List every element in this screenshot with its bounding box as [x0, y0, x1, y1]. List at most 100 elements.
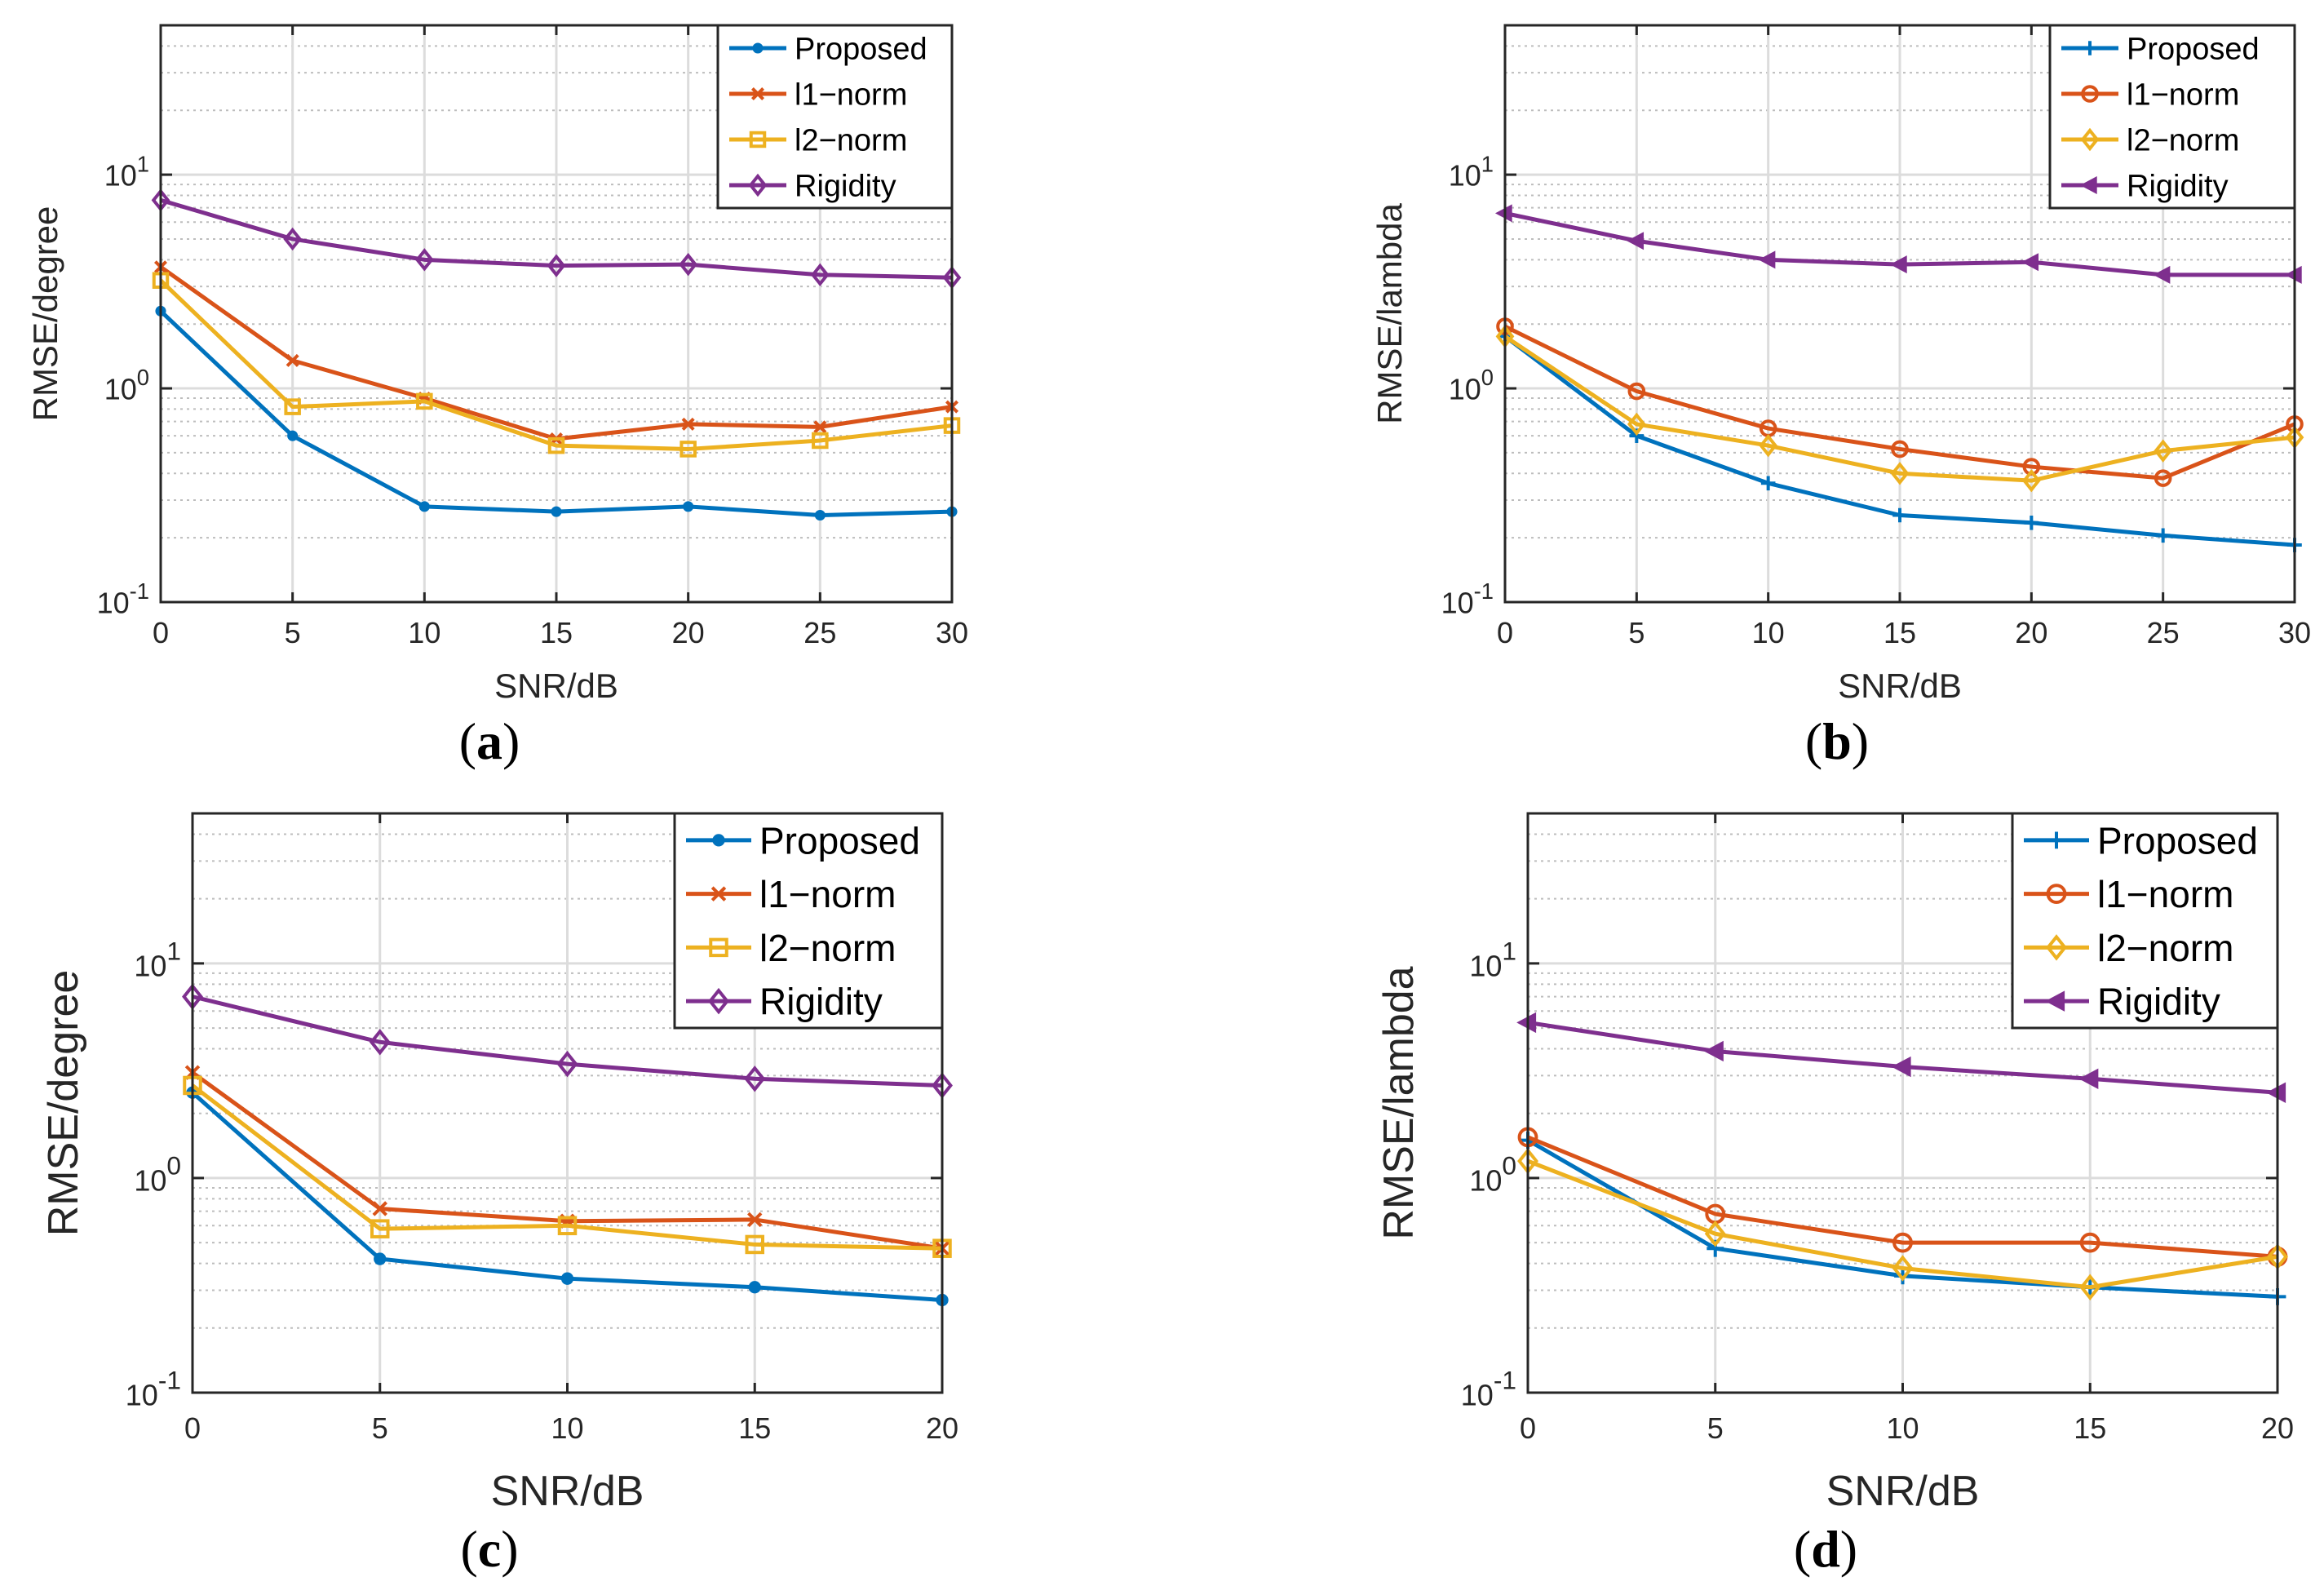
x-axis-label: SNR/dB — [1838, 667, 1962, 705]
y-tick-label: 101 — [134, 936, 181, 982]
legend-label: Rigidity — [759, 981, 883, 1023]
data-point — [1892, 1255, 1914, 1282]
legend-marker — [2083, 41, 2097, 55]
x-axis-label: SNR/dB — [1826, 1468, 1980, 1515]
legend-box — [2011, 812, 2279, 1030]
panel-caption: (c) — [460, 1520, 518, 1578]
legend-label: Rigidity — [2127, 170, 2229, 204]
data-point — [287, 430, 299, 441]
x-tick-label: 0 — [184, 1411, 201, 1445]
legend-label: l2−norm — [2127, 124, 2239, 158]
legend-marker — [2080, 127, 2100, 152]
legend-label: Proposed — [2127, 33, 2260, 67]
data-point — [1627, 232, 1645, 250]
data-point — [557, 1216, 578, 1236]
series-line — [192, 995, 943, 1088]
legend-marker — [752, 42, 764, 54]
x-tick-label: 5 — [372, 1411, 388, 1445]
legend-label: l1−norm — [795, 78, 907, 113]
legend-marker — [2079, 175, 2097, 195]
series-line — [191, 1083, 943, 1251]
data-point — [1889, 255, 1907, 274]
data-point — [1891, 440, 1909, 459]
data-point — [286, 353, 299, 367]
data-point — [547, 436, 565, 454]
legend-box — [2048, 24, 2296, 210]
data-point — [679, 441, 697, 458]
legend-marker — [2047, 831, 2065, 849]
data-point — [556, 1050, 578, 1078]
legend-marker — [708, 987, 729, 1015]
legend-marker — [710, 886, 727, 902]
x-tick-label: 30 — [936, 616, 968, 649]
data-point — [2021, 253, 2039, 272]
legend-label: Proposed — [759, 819, 920, 862]
data-point — [810, 263, 830, 287]
legend-label: Proposed — [2097, 819, 2258, 862]
legend-marker — [749, 131, 767, 148]
x-tick-label: 15 — [1884, 616, 1916, 649]
data-point — [2153, 265, 2171, 284]
x-tick-label: 20 — [2015, 616, 2047, 649]
data-point — [2079, 1274, 2101, 1300]
x-tick-label: 10 — [408, 616, 440, 649]
data-point — [2021, 468, 2041, 493]
data-point — [2078, 1068, 2099, 1090]
data-point — [1892, 507, 1907, 523]
series-line — [160, 197, 953, 280]
data-point — [683, 501, 694, 512]
data-point — [560, 1272, 574, 1285]
legend-marker — [709, 937, 728, 958]
legend: Proposed l1−norm l2−norm Rigidity — [673, 812, 944, 1030]
y-axis-label: RMSE/degree — [26, 206, 64, 422]
x-tick-label: 0 — [1497, 616, 1513, 649]
x-tick-label: 15 — [540, 616, 573, 649]
data-point — [681, 417, 695, 431]
legend: Proposed l1−norm l2−norm Rigidity — [716, 24, 954, 210]
y-tick-label: 10-1 — [126, 1366, 181, 1412]
legend-marker — [2081, 85, 2099, 103]
x-tick-label: 5 — [1628, 616, 1645, 649]
data-point — [284, 398, 301, 415]
panel-caption: (d) — [1794, 1520, 1857, 1578]
data-point — [2154, 439, 2173, 463]
y-tick-label: 100 — [1449, 365, 1494, 405]
legend: Proposed l1−norm l2−norm Rigidity — [2048, 24, 2296, 210]
x-axis-label: SNR/dB — [494, 667, 618, 705]
y-tick-label: 10-1 — [1461, 1366, 1516, 1412]
x-tick-label: 15 — [738, 1411, 771, 1445]
x-tick-label: 5 — [1707, 1411, 1724, 1445]
x-tick-label: 0 — [153, 616, 169, 649]
chart-panel: 0 5 10 15 20 10-1 100 101 SNR/dB RMSE/degree Propo… — [40, 812, 958, 1578]
legend-label: l1−norm — [2097, 873, 2233, 915]
data-point — [372, 1201, 387, 1216]
chart-panel: 0 5 10 15 20 10-1 100 101 SNR/dB RMSE/lambda Propo… — [1375, 812, 2294, 1578]
data-point — [416, 392, 433, 410]
data-point — [748, 1281, 761, 1294]
y-tick-label: 101 — [104, 151, 149, 192]
data-point — [1760, 476, 1776, 491]
x-tick-label: 10 — [551, 1411, 583, 1445]
y-tick-label: 100 — [1469, 1151, 1516, 1198]
chart-panel: 0 5 10 15 20 25 30 10-1 100 101 SNR/dB RMSE/lambda P… — [1370, 24, 2311, 770]
x-tick-label: 5 — [285, 616, 301, 649]
series-line — [1503, 334, 2295, 483]
data-point — [414, 248, 434, 272]
panel-caption: (b) — [1805, 712, 1869, 770]
data-point — [1890, 462, 1910, 485]
x-tick-label: 10 — [1886, 1411, 1919, 1445]
data-point — [2024, 515, 2039, 530]
legend-label: Proposed — [795, 33, 927, 67]
x-tick-label: 20 — [2261, 1411, 2294, 1445]
chart-panel: 0 5 10 15 20 25 30 10-1 100 101 SNR/dB RMSE/degree P… — [26, 24, 968, 770]
y-tick-label: 10-1 — [97, 578, 149, 619]
data-point — [2079, 1232, 2100, 1253]
series-line — [1527, 1135, 2278, 1259]
y-axis-label: RMSE/lambda — [1375, 966, 1423, 1239]
data-point — [1758, 250, 1776, 269]
legend-marker — [2046, 884, 2067, 905]
legend-label: l1−norm — [2127, 78, 2239, 113]
x-tick-label: 10 — [1752, 616, 1785, 649]
y-tick-label: 10-1 — [1441, 578, 1494, 619]
